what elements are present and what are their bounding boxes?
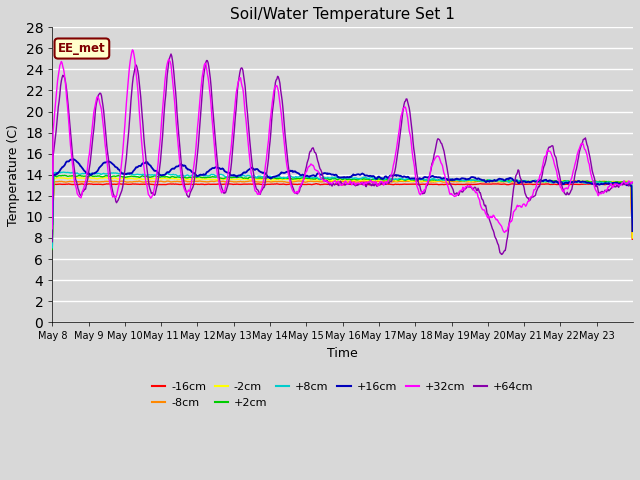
Legend: -16cm, -8cm, -2cm, +2cm, +8cm, +16cm, +32cm, +64cm: -16cm, -8cm, -2cm, +2cm, +8cm, +16cm, +3… bbox=[148, 378, 538, 412]
Y-axis label: Temperature (C): Temperature (C) bbox=[7, 124, 20, 226]
X-axis label: Time: Time bbox=[327, 347, 358, 360]
Title: Soil/Water Temperature Set 1: Soil/Water Temperature Set 1 bbox=[230, 7, 455, 22]
Text: EE_met: EE_met bbox=[58, 42, 106, 55]
